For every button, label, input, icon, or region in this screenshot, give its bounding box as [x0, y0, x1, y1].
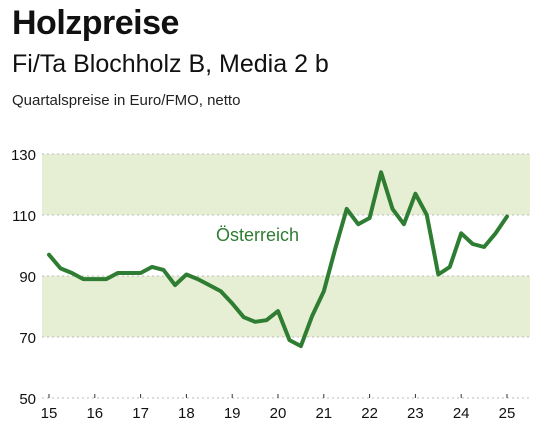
x-tick-label: 16	[86, 405, 103, 422]
x-tick-label: 20	[270, 405, 287, 422]
y-tick-label: 110	[12, 208, 36, 225]
x-tick-label: 22	[361, 405, 378, 422]
x-tick-label: 19	[224, 405, 241, 422]
y-axis: 50 70 90 110 130	[11, 147, 36, 408]
y-tick-label: 70	[19, 330, 36, 347]
x-tick-label: 18	[178, 405, 195, 422]
chart-subtitle: Fi/Ta Blochholz B, Media 2 b	[12, 50, 329, 78]
gridlines	[42, 153, 530, 399]
x-axis: 15 16 17 18 19 20 21 22 23 24 25	[41, 394, 516, 422]
y-tick-label: 50	[19, 391, 36, 408]
x-tick-label: 23	[407, 405, 424, 422]
x-tick-label: 15	[41, 405, 58, 422]
x-tick-label: 21	[315, 405, 332, 422]
y-tick-label: 90	[19, 269, 36, 286]
chart-unit-note: Quartalspreise in Euro/FMO, netto	[12, 92, 241, 109]
series-label-oesterreich: Österreich	[216, 225, 299, 245]
y-tick-label: 130	[11, 147, 36, 164]
chart-title: Holzpreise	[12, 4, 179, 42]
x-tick-label: 24	[453, 405, 470, 422]
x-tick-label: 25	[499, 405, 516, 422]
series-group	[47, 170, 509, 349]
series-line-oesterreich	[47, 170, 509, 349]
x-tick-label: 17	[132, 405, 149, 422]
background-band	[42, 154, 530, 215]
